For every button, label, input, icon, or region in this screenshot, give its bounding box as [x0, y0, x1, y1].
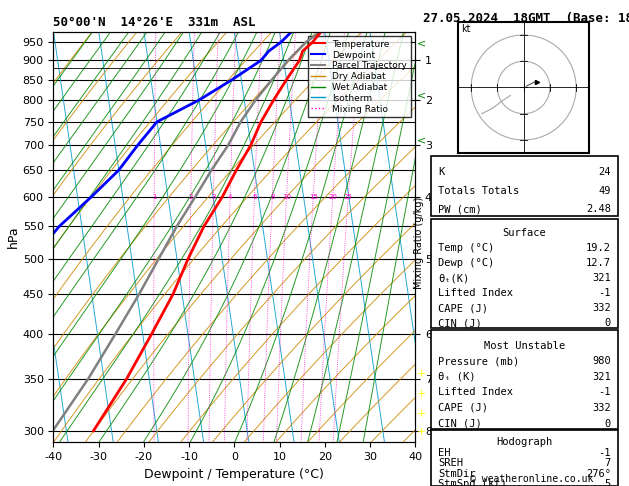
Text: 10: 10: [282, 194, 291, 200]
Text: Dewp (°C): Dewp (°C): [438, 259, 494, 268]
Text: Lifted Index: Lifted Index: [438, 288, 513, 298]
Text: <: <: [417, 38, 426, 48]
Text: Surface: Surface: [503, 228, 547, 239]
Text: 8: 8: [270, 194, 274, 200]
Text: K: K: [438, 168, 445, 177]
Text: 0: 0: [604, 318, 611, 329]
Text: kt: kt: [460, 24, 470, 35]
Text: <: <: [417, 135, 426, 145]
Text: <: <: [417, 90, 426, 100]
Text: 332: 332: [592, 303, 611, 313]
Text: 980: 980: [592, 356, 611, 366]
Text: θₜ (K): θₜ (K): [438, 372, 476, 382]
Text: 321: 321: [592, 372, 611, 382]
Text: 49: 49: [598, 186, 611, 196]
Text: Pressure (mb): Pressure (mb): [438, 356, 520, 366]
Text: +: +: [417, 409, 426, 418]
Text: 321: 321: [592, 273, 611, 283]
Text: 2: 2: [189, 194, 193, 200]
Text: PW (cm): PW (cm): [438, 204, 482, 214]
Text: Temp (°C): Temp (°C): [438, 243, 494, 253]
Text: 24: 24: [598, 168, 611, 177]
Text: Totals Totals: Totals Totals: [438, 186, 520, 196]
Text: 12.7: 12.7: [586, 259, 611, 268]
Text: Hodograph: Hodograph: [496, 437, 553, 447]
Text: CAPE (J): CAPE (J): [438, 303, 488, 313]
Text: 0: 0: [604, 418, 611, 429]
Text: -1: -1: [598, 288, 611, 298]
Legend: Temperature, Dewpoint, Parcel Trajectory, Dry Adiabat, Wet Adiabat, Isotherm, Mi: Temperature, Dewpoint, Parcel Trajectory…: [308, 36, 411, 117]
Text: 6: 6: [252, 194, 257, 200]
Text: StmSpd (kt): StmSpd (kt): [438, 479, 507, 486]
Text: EH: EH: [438, 448, 451, 457]
Y-axis label: km
ASL: km ASL: [433, 226, 454, 248]
Text: +: +: [417, 389, 426, 399]
Text: 2.48: 2.48: [586, 204, 611, 214]
Text: 3: 3: [211, 194, 216, 200]
Text: -1: -1: [598, 387, 611, 398]
Text: Mixing Ratio (g/kg): Mixing Ratio (g/kg): [414, 197, 424, 289]
X-axis label: Dewpoint / Temperature (°C): Dewpoint / Temperature (°C): [145, 468, 324, 481]
Text: 27.05.2024  18GMT  (Base: 18): 27.05.2024 18GMT (Base: 18): [423, 12, 629, 25]
Text: +: +: [417, 369, 426, 379]
Text: 15: 15: [309, 194, 318, 200]
Text: CAPE (J): CAPE (J): [438, 403, 488, 413]
Text: +: +: [417, 427, 426, 437]
Text: 5: 5: [604, 479, 611, 486]
Text: 7: 7: [604, 458, 611, 468]
Text: 4: 4: [228, 194, 232, 200]
Text: 1: 1: [152, 194, 157, 200]
Text: 19.2: 19.2: [586, 243, 611, 253]
Text: θₜ(K): θₜ(K): [438, 273, 470, 283]
Text: Lifted Index: Lifted Index: [438, 387, 513, 398]
Text: StmDir: StmDir: [438, 469, 476, 479]
Text: 276°: 276°: [586, 469, 611, 479]
Text: SREH: SREH: [438, 458, 464, 468]
Text: 332: 332: [592, 403, 611, 413]
Text: CIN (J): CIN (J): [438, 318, 482, 329]
Text: 25: 25: [344, 194, 353, 200]
Text: 50°00'N  14°26'E  331m  ASL: 50°00'N 14°26'E 331m ASL: [53, 16, 256, 29]
Text: © weatheronline.co.uk: © weatheronline.co.uk: [470, 473, 593, 484]
Text: CIN (J): CIN (J): [438, 418, 482, 429]
Text: 20: 20: [328, 194, 337, 200]
Text: Most Unstable: Most Unstable: [484, 341, 565, 350]
Y-axis label: hPa: hPa: [7, 226, 20, 248]
Text: -1: -1: [598, 448, 611, 457]
